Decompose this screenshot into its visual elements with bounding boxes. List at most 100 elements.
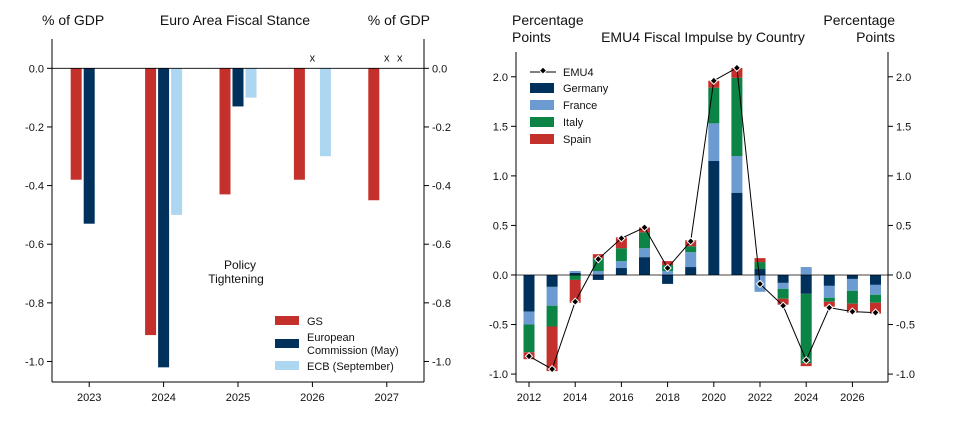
bar-spain-2021 [731,67,743,78]
right-ytick-label: -0.2 [432,122,451,134]
right-chart-left-unit-line1: Percentage [512,12,584,28]
right-xtick-label: 2024 [794,392,818,404]
bar-france-2023 [777,282,789,289]
bar-italy-2025 [823,297,835,302]
left-chart: Euro Area Fiscal Stance % of GDP % of GD… [25,12,451,404]
emu4-point-2013 [547,364,557,374]
right-ytick-label: -0.4 [432,181,451,193]
bar-france-2020 [708,123,720,162]
legend-swatch-ecb [275,361,299,370]
legend-swatch-gs [275,316,299,325]
right-xtick-label: 2014 [563,392,587,404]
marker-ecb-september-2027: x [397,52,403,64]
emu4-point-2026 [848,307,857,316]
r-right-ytick-label: 0.5 [896,220,911,232]
bar-spain-2022 [754,258,766,263]
left-x-ticks: 2023 2024 2025 2026 2027 [77,382,399,404]
emu4-point-2012 [524,351,534,361]
bar-italy-2022 [754,262,766,270]
legend-label-ec-line2: Commission (May) [307,345,399,357]
right-chart-right-unit-line1: Percentage [823,12,895,28]
legend-marker-emu4 [538,66,548,75]
legend-label-gs: GS [307,316,323,328]
bar-european-commission-may-2023 [83,68,95,224]
bar-gs-2027 [368,68,380,201]
r-right-ytick-label: 1.0 [896,171,911,183]
left-legend: GS European Commission (May) ECB (Septem… [275,316,399,373]
left-xtick-label: 2023 [77,392,101,404]
emu4-point-2021 [732,63,742,73]
bar-france-2024 [800,267,812,275]
bar-spain-2013 [546,326,558,372]
bar-germany-2024 [800,274,812,294]
bar-france-2014 [569,271,581,273]
right-chart-title: EMU4 Fiscal Impulse by Country [601,29,805,45]
legend-label-germany: Germany [563,83,609,95]
emu4-point-2025 [825,303,834,312]
r-right-ytick-label: -0.5 [896,320,915,332]
bar-gs-2023 [70,68,82,180]
bar-france-2013 [546,286,558,306]
r-right-ytick-label: 1.5 [896,121,911,133]
bar-germany-2020 [708,161,720,275]
r-left-ytick-label: 1.0 [493,171,508,183]
left-xtick-label: 2026 [300,392,324,404]
legend-swatch-germany [530,83,554,93]
right-xtick-label: 2016 [609,392,633,404]
r-right-ytick-label: -1.0 [896,369,915,381]
legend-swatch-ec [275,339,299,348]
left-y-ticks: 0.0 0.0 -0.2 -0.2 -0.4 -0.4 -0.6 -0.6 -0.8 -0.8 -1… [25,63,451,368]
bar-france-2019 [685,252,697,268]
r-left-ytick-label: -0.5 [489,320,508,332]
bar-italy-2019 [685,246,697,253]
bar-germany-2022 [754,269,766,275]
bar-italy-2023 [777,288,789,299]
legend-label-ec-line1: European [307,332,355,344]
bar-germany-2016 [615,268,627,275]
bar-european-commission-may-2025 [232,68,244,107]
bar-germany-2014 [569,272,581,275]
bar-germany-2023 [777,274,789,283]
bar-germany-2027 [870,274,881,285]
left-ytick-label: 0.0 [29,63,44,75]
legend-label-italy: Italy [563,117,584,129]
left-ytick-label: -0.2 [25,122,44,134]
bar-italy-2012 [523,324,535,353]
r-left-ytick-label: 0.5 [493,220,508,232]
bar-france-2021 [731,156,743,193]
r-left-ytick-label: 0.0 [493,270,508,282]
bar-italy-2014 [569,274,581,280]
r-right-ytick-label: 0.0 [896,270,911,282]
right-xtick-label: 2018 [655,392,679,404]
bar-germany-2013 [546,274,558,287]
bar-italy-2024 [800,293,812,364]
bar-spain-2027 [870,302,881,314]
marker-european-commission-may-2027: x [384,52,390,64]
bar-spain-2016 [615,237,627,249]
left-ytick-label: -0.4 [25,181,44,193]
bar-italy-2021 [731,77,743,157]
bar-italy-2027 [870,294,881,303]
emu4-point-2016 [617,234,626,243]
right-bars [523,67,881,372]
left-y-axis-label: % of GDP [42,12,104,28]
bar-germany-2019 [685,267,697,275]
right-chart: EMU4 Fiscal Impulse by Country Percentag… [489,12,915,404]
bar-france-2017 [639,248,650,258]
emu4-point-2019 [686,237,695,246]
right-xtick-label: 2020 [702,392,726,404]
bar-gs-2024 [145,68,157,336]
emu4-point-2022 [755,279,765,289]
r-left-ytick-label: 1.5 [493,121,508,133]
bar-germany-2017 [639,257,650,275]
emu4-point-2015 [594,254,603,264]
bar-spain-2018 [662,261,674,266]
emu4-polyline [528,67,876,370]
emu4-point-2014 [570,297,580,306]
bar-italy-2013 [546,305,558,327]
right-ytick-label: -1.0 [432,356,451,368]
bar-france-2026 [846,278,858,291]
legend-label-spain: Spain [563,134,591,146]
